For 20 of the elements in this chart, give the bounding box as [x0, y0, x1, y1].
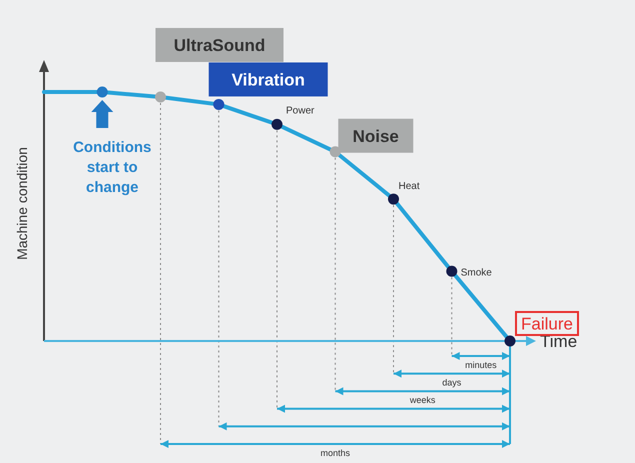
text: minutes [465, 360, 498, 370]
point [96, 86, 108, 98]
point [388, 194, 399, 205]
annotation: Noise [352, 126, 399, 146]
point [213, 98, 224, 110]
annotation: Smoke [460, 267, 492, 278]
text: days [442, 378, 462, 388]
point [446, 266, 458, 277]
annotation: Power [286, 105, 316, 116]
point [504, 336, 516, 346]
point [272, 118, 282, 130]
text: UltraSound [174, 36, 266, 55]
text: weeks [408, 395, 436, 406]
annotation: Heat [398, 181, 420, 192]
annotation: Conditions start to change [73, 139, 152, 196]
y-axis-title: Machine condition [14, 147, 30, 260]
text: months [320, 448, 351, 458]
text: Vibration [232, 70, 305, 90]
point [155, 91, 166, 102]
annotation: Failure [521, 314, 573, 334]
